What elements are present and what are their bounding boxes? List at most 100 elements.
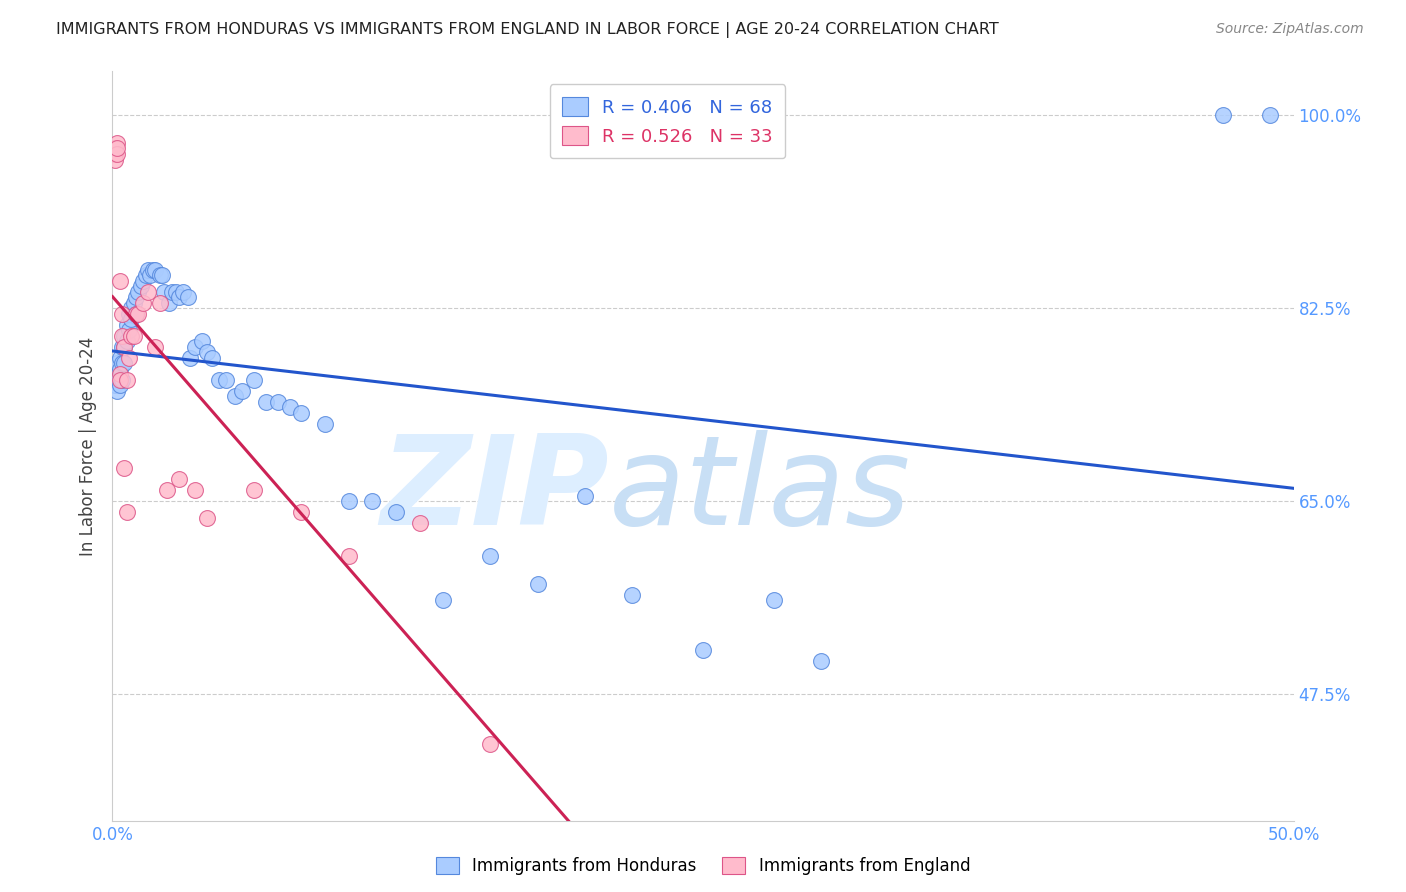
Point — [224, 389, 246, 403]
Point — [337, 549, 360, 564]
Legend: R = 0.406   N = 68, R = 0.526   N = 33: R = 0.406 N = 68, R = 0.526 N = 33 — [550, 84, 786, 158]
Point — [112, 340, 135, 354]
Point — [111, 373, 134, 387]
Point — [112, 340, 135, 354]
Point — [112, 328, 135, 343]
Point — [243, 483, 266, 497]
Point — [105, 141, 128, 155]
Point — [132, 295, 155, 310]
Point — [105, 384, 128, 398]
Text: IMMIGRANTS FROM HONDURAS VS IMMIGRANTS FROM ENGLAND IN LABOR FORCE | AGE 20-24 C: IMMIGRANTS FROM HONDURAS VS IMMIGRANTS F… — [56, 22, 1000, 38]
Legend: Immigrants from Honduras, Immigrants from England: Immigrants from Honduras, Immigrants fro… — [427, 849, 979, 884]
Point — [149, 268, 172, 283]
Point — [254, 395, 277, 409]
Point — [278, 401, 301, 415]
Point — [156, 483, 179, 497]
Point — [104, 373, 127, 387]
Point — [143, 340, 166, 354]
Point — [621, 588, 644, 602]
Point — [267, 395, 290, 409]
Point — [135, 268, 157, 283]
Point — [120, 301, 142, 316]
Point — [195, 345, 218, 359]
Point — [105, 136, 128, 150]
Point — [115, 318, 138, 332]
Point — [115, 373, 138, 387]
Point — [184, 340, 207, 354]
Point — [243, 373, 266, 387]
Point — [172, 285, 194, 299]
Point — [385, 505, 408, 519]
Point — [290, 505, 312, 519]
Point — [408, 516, 430, 530]
Point — [165, 285, 187, 299]
Point — [112, 356, 135, 370]
Point — [108, 373, 131, 387]
Point — [208, 373, 231, 387]
Point — [108, 274, 131, 288]
Point — [142, 262, 165, 277]
Point — [290, 406, 312, 420]
Point — [153, 285, 176, 299]
Point — [139, 268, 162, 283]
Y-axis label: In Labor Force | Age 20-24: In Labor Force | Age 20-24 — [79, 336, 97, 556]
Text: ZIP: ZIP — [380, 431, 609, 551]
Point — [115, 334, 138, 349]
Point — [167, 472, 190, 486]
Point — [432, 593, 454, 607]
Point — [136, 262, 159, 277]
Point — [179, 351, 201, 365]
Point — [105, 373, 128, 387]
Point — [177, 290, 200, 304]
Point — [127, 307, 149, 321]
Point — [160, 285, 183, 299]
Point — [526, 576, 548, 591]
Point — [143, 262, 166, 277]
Point — [479, 737, 502, 751]
Point — [692, 643, 714, 657]
Point — [108, 378, 131, 392]
Point — [111, 328, 134, 343]
Point — [127, 285, 149, 299]
Point — [361, 494, 384, 508]
Point — [108, 362, 131, 376]
Point — [105, 147, 128, 161]
Point — [115, 505, 138, 519]
Point — [157, 295, 180, 310]
Point — [184, 483, 207, 497]
Point — [337, 494, 360, 508]
Point — [120, 312, 142, 326]
Point — [120, 328, 142, 343]
Point — [105, 356, 128, 370]
Point — [574, 489, 596, 503]
Point — [1212, 108, 1234, 122]
Point — [810, 654, 832, 668]
Point — [111, 340, 134, 354]
Text: atlas: atlas — [609, 431, 911, 551]
Point — [201, 351, 224, 365]
Point — [118, 351, 141, 365]
Point — [1258, 108, 1281, 122]
Point — [118, 307, 141, 321]
Point — [111, 307, 134, 321]
Text: Source: ZipAtlas.com: Source: ZipAtlas.com — [1216, 22, 1364, 37]
Point — [231, 384, 253, 398]
Point — [104, 153, 127, 167]
Point — [122, 328, 145, 343]
Point — [122, 295, 145, 310]
Point — [104, 141, 127, 155]
Point — [167, 290, 190, 304]
Point — [112, 461, 135, 475]
Point — [108, 368, 131, 382]
Point — [118, 323, 141, 337]
Point — [479, 549, 502, 564]
Point — [108, 351, 131, 365]
Point — [149, 295, 172, 310]
Point — [150, 268, 173, 283]
Point — [125, 307, 148, 321]
Point — [215, 373, 238, 387]
Point — [125, 290, 148, 304]
Point — [125, 307, 148, 321]
Point — [132, 274, 155, 288]
Point — [195, 510, 218, 524]
